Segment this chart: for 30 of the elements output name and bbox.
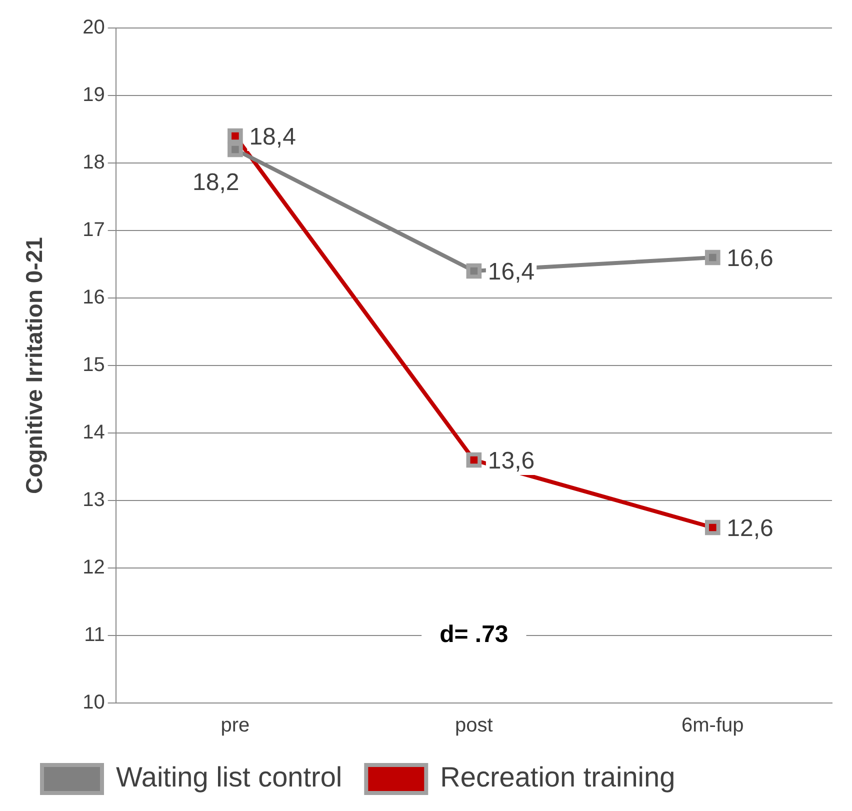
y-tick-label: 17 bbox=[82, 219, 105, 242]
y-tick-label: 19 bbox=[82, 84, 105, 106]
x-tick-label: post bbox=[455, 714, 494, 737]
y-tick-label: 20 bbox=[82, 16, 105, 39]
legend-label: Recreation training bbox=[440, 762, 676, 793]
y-tick-label: 13 bbox=[82, 489, 105, 512]
y-tick-label: 14 bbox=[82, 422, 105, 444]
data-label: 16,6 bbox=[726, 245, 774, 272]
data-label: 13,6 bbox=[488, 448, 535, 475]
data-label: 16,4 bbox=[488, 258, 535, 286]
y-tick-label: 11 bbox=[84, 624, 105, 646]
data-label: 18,2 bbox=[192, 169, 240, 196]
point bbox=[704, 520, 720, 536]
point bbox=[228, 142, 243, 158]
y-tick-label: 15 bbox=[82, 354, 105, 376]
point bbox=[466, 263, 482, 279]
point bbox=[704, 250, 720, 266]
y-tick-label: 10 bbox=[82, 692, 105, 714]
legend-label: Waiting list control bbox=[116, 762, 342, 793]
y-tick-label: 18 bbox=[82, 152, 105, 174]
y-tick-label: 16 bbox=[82, 286, 105, 309]
data-label: 18,4 bbox=[249, 124, 296, 151]
y-axis-title: Cognitive Irritation 0-21 bbox=[21, 236, 48, 494]
point bbox=[228, 128, 243, 144]
annotation: d= .73 bbox=[440, 621, 508, 648]
x-tick-label: 6m-fup bbox=[682, 714, 744, 737]
x-tick-label: pre bbox=[220, 714, 250, 737]
point bbox=[466, 452, 482, 468]
y-tick-label: 12 bbox=[82, 556, 105, 579]
data-label: 12,6 bbox=[726, 515, 774, 542]
